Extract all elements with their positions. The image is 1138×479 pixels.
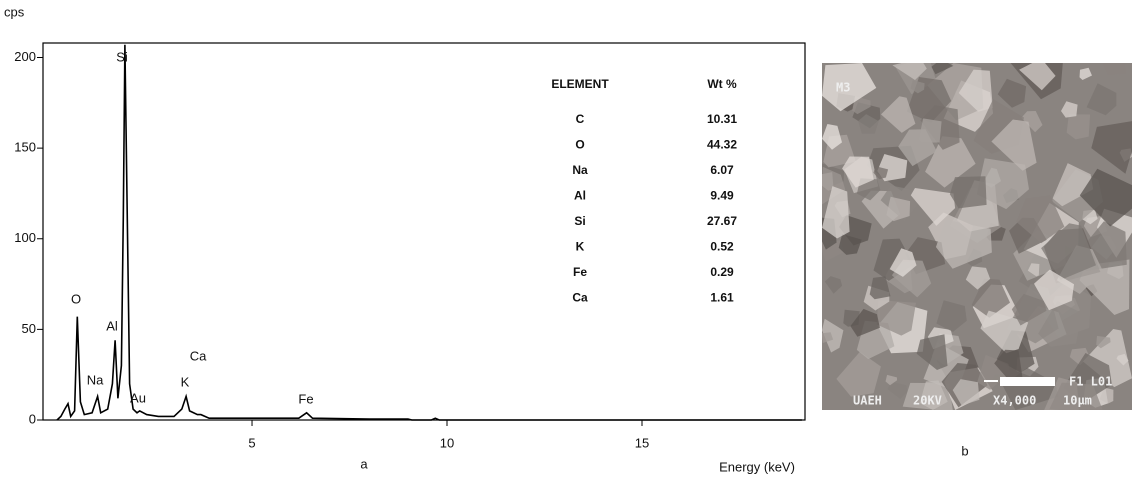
table-cell: 1.61 (710, 291, 734, 305)
table-cell: K (576, 240, 585, 254)
table-cell: 27.67 (707, 214, 737, 228)
image-corner: F1 L01 (1069, 375, 1112, 389)
y-tick-label: 150 (14, 140, 36, 155)
table-cell: Al (574, 189, 586, 203)
spectrum-line (57, 45, 802, 420)
peak-label: Si (116, 49, 128, 64)
panel-label: a (360, 456, 368, 471)
table-cell: 44.32 (707, 138, 737, 152)
y-tick-label: 0 (29, 411, 36, 426)
table-cell: O (575, 138, 584, 152)
peak-label: O (71, 291, 81, 306)
x-tick-label: 15 (635, 435, 649, 450)
table-cell: 0.29 (710, 265, 734, 279)
peak-label: K (181, 374, 190, 389)
peak-label: Ca (190, 348, 207, 363)
scale-bar (1000, 377, 1055, 386)
table-cell: 6.07 (710, 163, 734, 177)
table-cell: Fe (573, 265, 587, 279)
x-tick-label: 10 (440, 435, 454, 450)
peak-label: Fe (298, 391, 313, 406)
y-tick-label: 100 (14, 230, 36, 245)
table-header: Wt % (707, 77, 737, 91)
image-label: M3 (836, 81, 850, 95)
x-tick-label: 5 (248, 435, 255, 450)
peak-label: Al (106, 318, 118, 333)
image-footer: 20KV (913, 394, 942, 408)
figure: cps Energy (keV) a M3 UAEH 20KV X4,000 1… (0, 0, 1138, 479)
plot-frame (43, 43, 805, 420)
image-footer: UAEH (853, 394, 882, 408)
table-header: ELEMENT (551, 77, 609, 91)
table-cell: Ca (572, 291, 588, 305)
table-cell: 9.49 (710, 189, 734, 203)
table-cell: Si (574, 214, 585, 228)
table-cell: 10.31 (707, 112, 737, 126)
image-footer: 10µm (1063, 394, 1092, 408)
x-axis-label: Energy (keV) (719, 459, 795, 474)
table-cell: Na (572, 163, 588, 177)
peak-label: Au (130, 390, 146, 405)
table-cell: C (576, 112, 585, 126)
sem-image: M3 UAEH 20KV X4,000 10µm F1 L01 (822, 63, 1132, 410)
image-footer: X4,000 (993, 394, 1036, 408)
y-tick-label: 200 (14, 49, 36, 64)
y-axis-label: cps (4, 4, 25, 19)
table-cell: 0.52 (710, 240, 734, 254)
y-tick-label: 50 (22, 321, 36, 336)
peak-label: Na (87, 372, 104, 387)
panel-label: b (961, 443, 968, 458)
